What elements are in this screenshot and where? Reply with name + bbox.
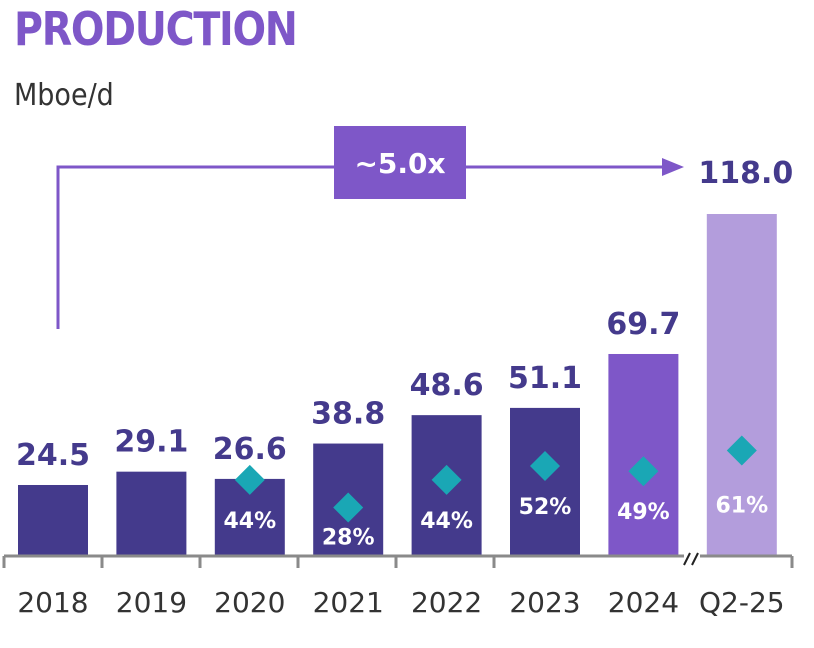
labels-group: 24.5 2018 29.1 2019 26.6 2020 44% 38.8 2021 28% 48… <box>16 156 793 619</box>
chart-title: PRODUCTION <box>14 2 298 56</box>
bar-2019 <box>116 471 187 556</box>
axis-break-mark <box>691 552 699 566</box>
growth-multiple-box <box>334 126 466 199</box>
axis-break-mark <box>683 552 691 566</box>
growth-arrow-head <box>662 158 684 176</box>
value-label-2018: 24.5 <box>16 438 90 473</box>
share-marker-q2-25 <box>726 435 757 466</box>
bar-2018 <box>18 484 88 556</box>
value-label-2020: 26.6 <box>213 432 287 467</box>
share-marker-2020 <box>234 464 265 495</box>
x-tick-label-2021: 2021 <box>313 586 384 619</box>
value-label-2021: 38.8 <box>311 397 385 432</box>
y-axis-unit: Mboe/d <box>14 78 114 113</box>
bar-q2-25 <box>706 214 777 556</box>
share-label-2022: 44% <box>420 509 473 534</box>
bars-group <box>18 214 777 556</box>
x-tick-label-2022: 2022 <box>411 586 482 619</box>
share-marker-2021 <box>333 492 364 523</box>
value-label-2022: 48.6 <box>410 368 484 403</box>
value-label-q2-25: 118.0 <box>698 156 793 191</box>
share-label-q2-25: 61% <box>715 493 768 518</box>
value-label-2019: 29.1 <box>114 425 188 460</box>
share-label-2023: 52% <box>519 495 572 520</box>
share-label-2020: 44% <box>223 509 276 534</box>
share-marker-2022 <box>431 464 462 495</box>
x-tick-label-2024: 2024 <box>608 586 679 619</box>
share-marker-2024 <box>628 456 659 487</box>
share-markers-group <box>234 435 757 523</box>
bar-2024 <box>608 353 679 556</box>
x-tick-label-2020: 2020 <box>214 586 285 619</box>
growth-annotation: ~5.0x <box>56 126 684 329</box>
share-label-2024: 49% <box>617 500 670 525</box>
x-tick-label-2019: 2019 <box>116 586 187 619</box>
x-tick-label-q2-25: Q2-25 <box>699 586 785 619</box>
x-tick-label-2018: 2018 <box>17 586 88 619</box>
value-label-2023: 51.1 <box>508 361 582 396</box>
bar-2023 <box>510 407 580 556</box>
value-label-2024: 69.7 <box>606 307 680 342</box>
growth-multiple-label: ~5.0x <box>354 147 445 180</box>
share-marker-2023 <box>530 451 560 482</box>
x-axis <box>2 552 794 568</box>
x-tick-label-2023: 2023 <box>509 586 580 619</box>
share-label-2021: 28% <box>322 526 375 551</box>
